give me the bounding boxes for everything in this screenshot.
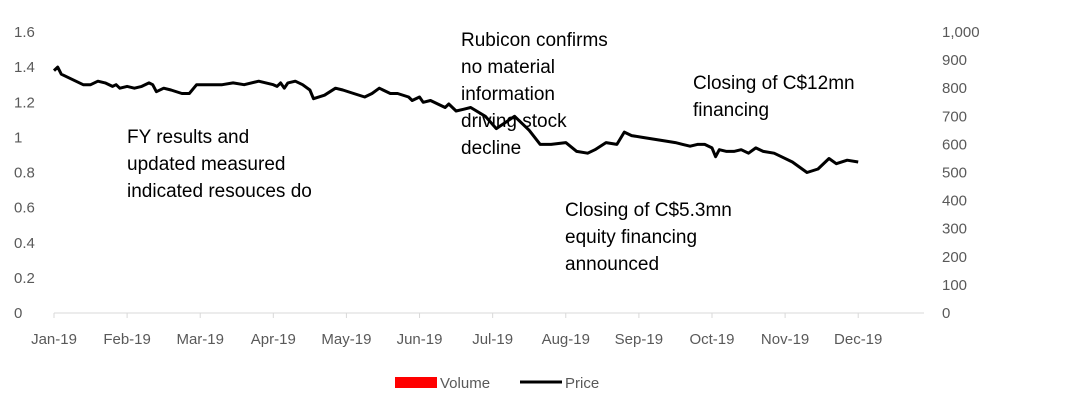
x-tick-label: Jan-19 [31, 331, 77, 348]
annotation-line: no material [461, 57, 555, 78]
left-tick-label: 1.2 [14, 94, 35, 111]
left-tick-label: 0.2 [14, 270, 35, 287]
x-tick-label: Jul-19 [472, 331, 513, 348]
legend: Volume Price [395, 375, 599, 392]
left-tick-label: 1 [14, 129, 22, 146]
annotation-line: Rubicon confirms [461, 30, 608, 51]
x-axis: Jan-19 Feb-19 Mar-19 Apr-19 May-19 Jun-19 Jul-… [31, 312, 924, 348]
left-tick-label: 0.8 [14, 165, 35, 182]
price-series-line [52, 65, 859, 174]
right-tick-label: 900 [942, 52, 967, 69]
annotation-line: Closing of C$12mn [693, 73, 855, 94]
right-tick-label: 600 [942, 136, 967, 153]
x-tick-label: Mar-19 [176, 331, 224, 348]
annotation-line: information [461, 84, 555, 105]
x-tick-label: Sep-19 [615, 331, 663, 348]
annotation-line: announced [565, 254, 659, 275]
right-tick-label: 400 [942, 193, 967, 210]
annotation-3: Closing of C$12mn financing [693, 73, 855, 121]
x-tick-label: Nov-19 [761, 331, 809, 348]
right-tick-label: 0 [942, 305, 950, 322]
x-tick-label: Dec-19 [834, 331, 882, 348]
legend-volume-swatch [395, 377, 437, 388]
x-tick-label: Aug-19 [542, 331, 590, 348]
left-tick-label: 0 [14, 305, 22, 322]
right-tick-label: 1,000 [942, 24, 980, 41]
x-tick-label: Oct-19 [689, 331, 734, 348]
left-axis: 0 0.2 0.4 0.6 0.8 1 1.2 1.4 1.6 [14, 24, 35, 322]
annotation-line: driving stock [461, 111, 567, 132]
right-tick-label: 100 [942, 277, 967, 294]
right-tick-label: 700 [942, 108, 967, 125]
legend-volume-label: Volume [440, 375, 490, 392]
annotation-1: FY results and updated measured indicated … [127, 127, 312, 202]
annotation-line: indicated resouces do [127, 181, 312, 202]
annotations: FY results and updated measured indicated … [127, 30, 855, 275]
left-tick-label: 1.4 [14, 59, 35, 76]
x-tick-label: Apr-19 [251, 331, 296, 348]
right-tick-label: 200 [942, 249, 967, 266]
left-tick-label: 0.4 [14, 235, 35, 252]
price-line [52, 65, 859, 174]
annotation-line: decline [461, 138, 521, 159]
left-tick-label: 1.6 [14, 24, 35, 41]
annotation-line: FY results and [127, 127, 249, 148]
annotation-2: Rubicon confirms no material information dr… [461, 30, 608, 159]
right-tick-label: 300 [942, 221, 967, 238]
annotation-line: updated measured [127, 154, 285, 175]
x-tick-label: May-19 [321, 331, 371, 348]
x-tick-label: Feb-19 [103, 331, 151, 348]
annotation-line: Closing of C$5.3mn [565, 200, 732, 221]
right-tick-label: 500 [942, 165, 967, 182]
legend-price-label: Price [565, 375, 599, 392]
right-axis: 0 100 200 300 400 500 600 700 800 900 1,000 [942, 24, 980, 322]
annotation-4: Closing of C$5.3mn equity financing announ… [565, 200, 732, 275]
x-tick-label: Jun-19 [397, 331, 443, 348]
annotation-line: equity financing [565, 227, 697, 248]
right-tick-label: 800 [942, 80, 967, 97]
annotation-line: financing [693, 100, 769, 121]
left-tick-label: 0.6 [14, 200, 35, 217]
